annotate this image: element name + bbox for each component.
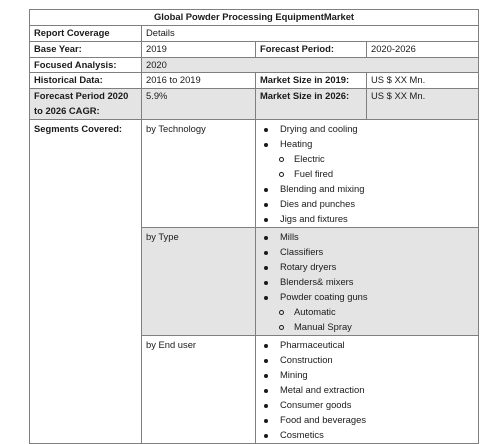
segment-end-user-row: by End user Pharmaceutical Construction … <box>30 334 480 444</box>
segment-subitem: Electric <box>260 152 474 167</box>
segment-item: Jigs and fixtures <box>260 212 474 227</box>
segment-item: Mills <box>260 230 474 245</box>
report-coverage-row: Report Coverage Details <box>29 25 480 42</box>
segment-list: Pharmaceutical Construction Mining Metal… <box>260 338 474 443</box>
segment-item: Rotary dryers <box>260 260 474 275</box>
segment-items-cell: Drying and cooling Heating Electric Fuel… <box>254 118 480 228</box>
market-size-2019-label: Market Size in 2019: <box>255 72 367 90</box>
title-row: Global Powder Processing EquipmentMarket <box>28 9 480 26</box>
forecast-period-value: 2020-2026 <box>365 40 480 58</box>
market-size-2019-value: US $ XX Mn. <box>365 72 480 90</box>
report-table: Global Powder Processing EquipmentMarket… <box>28 9 480 444</box>
segment-group-name: by Type <box>141 226 256 336</box>
base-year-value: 2019 <box>141 40 256 58</box>
segment-subitem: Fuel fired <box>260 167 474 182</box>
focused-analysis-label: Focused Analysis: <box>29 56 142 74</box>
segment-item: Dies and punches <box>260 197 474 212</box>
report-coverage-label: Report Coverage <box>29 25 142 42</box>
segment-item: Blending and mixing <box>260 182 474 197</box>
segment-item: Consumer goods <box>260 398 474 413</box>
segment-list: Mills Classifiers Rotary dryers Blenders… <box>260 230 474 335</box>
segment-item: Blenders& mixers <box>260 275 474 290</box>
historical-data-row: Historical Data: 2016 to 2019 Market Siz… <box>29 72 480 90</box>
focused-analysis-value: 2020 <box>140 56 480 74</box>
segment-group-name: by Technology <box>141 118 256 228</box>
base-year-label: Base Year: <box>29 40 142 58</box>
segment-item: Cosmetics <box>260 428 474 443</box>
segments-covered-label: Segments Covered: <box>29 118 142 444</box>
segment-item: Drying and cooling <box>260 122 474 137</box>
segment-group-name: by End user <box>141 334 256 444</box>
base-year-row: Base Year: 2019 Forecast Period: 2020-20… <box>29 40 480 58</box>
forecast-cagr-label: Forecast Period 2020 to 2026 CAGR: <box>29 88 142 120</box>
segment-type-row: by Type Mills Classifiers Rotary dryers … <box>30 226 480 336</box>
segment-item: Food and beverages <box>260 413 474 428</box>
market-size-2026-value: US $ XX Mn. <box>365 88 480 120</box>
historical-data-label: Historical Data: <box>29 72 142 90</box>
segment-item: Pharmaceutical <box>260 338 474 353</box>
segment-item: Powder coating guns <box>260 290 474 305</box>
focused-analysis-row: Focused Analysis: 2020 <box>29 56 480 74</box>
historical-data-value: 2016 to 2019 <box>141 72 256 90</box>
segment-subitem: Automatic <box>260 305 474 320</box>
forecast-cagr-value: 5.9% <box>141 88 256 120</box>
forecast-cagr-row: Forecast Period 2020 to 2026 CAGR: 5.9% … <box>29 88 480 120</box>
segment-items-cell: Pharmaceutical Construction Mining Metal… <box>254 334 480 444</box>
table-title: Global Powder Processing EquipmentMarket <box>28 9 480 26</box>
segment-item: Heating <box>260 137 474 152</box>
report-coverage-value: Details <box>140 25 480 42</box>
market-size-2026-label: Market Size in 2026: <box>255 88 367 120</box>
segment-items-cell: Mills Classifiers Rotary dryers Blenders… <box>254 226 480 336</box>
segment-item: Classifiers <box>260 245 474 260</box>
segment-subitem: Manual Spray <box>260 320 474 335</box>
forecast-period-label: Forecast Period: <box>255 40 367 58</box>
segment-technology-row: Segments Covered: by Technology Drying a… <box>29 118 480 444</box>
segment-list: Drying and cooling Heating Electric Fuel… <box>260 122 474 227</box>
segment-item: Metal and extraction <box>260 383 474 398</box>
segment-item: Construction <box>260 353 474 368</box>
segment-item: Mining <box>260 368 474 383</box>
